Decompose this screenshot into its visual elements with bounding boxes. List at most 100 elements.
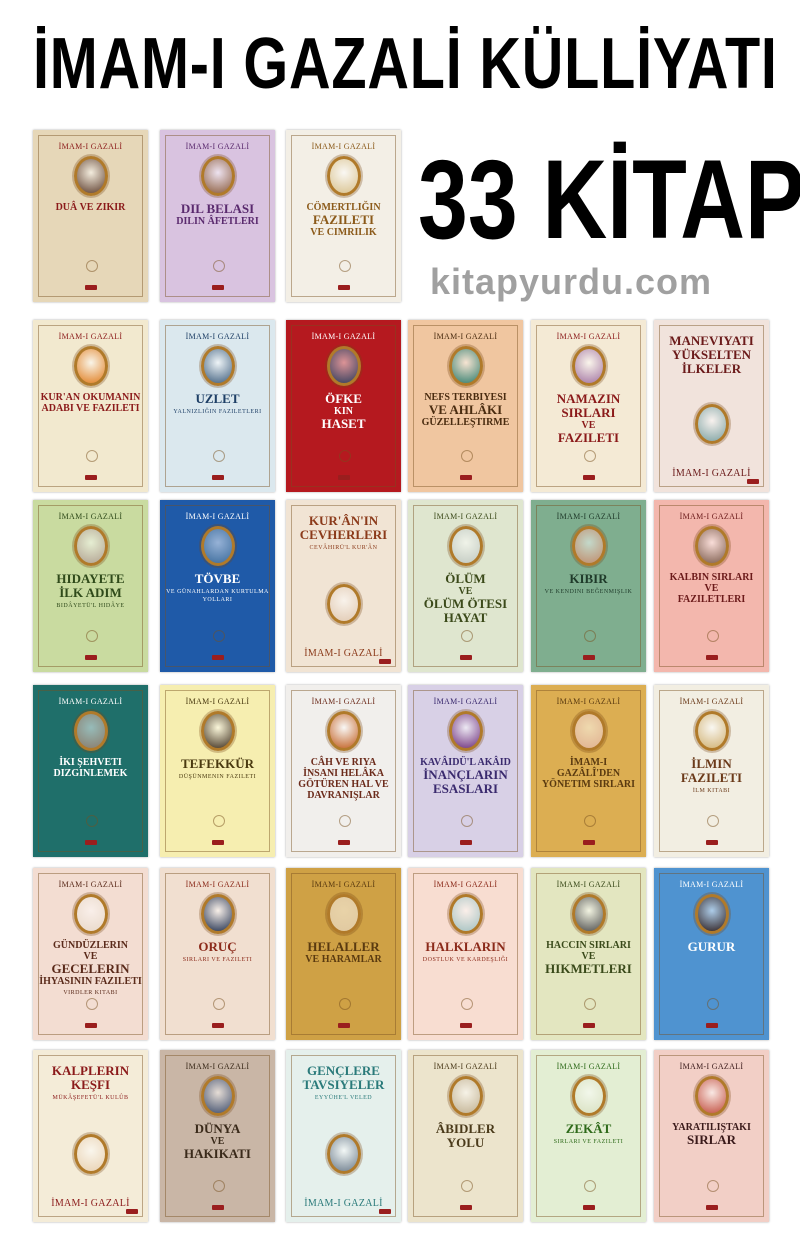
- cover-title-line: Kur'ân'ın: [308, 513, 379, 528]
- cover-author: İMAM-I GAZALİ: [679, 697, 744, 706]
- rosette-icon: [212, 630, 225, 642]
- rosette-icon: [338, 998, 351, 1010]
- rosette-icon: [338, 260, 351, 272]
- cover-title-line: Esasları: [432, 781, 499, 796]
- cover-title-line: Haset: [321, 416, 366, 431]
- book-cover: İMAM-I GAZALİ Kalbin Sırları ve Faziletleri: [654, 500, 769, 672]
- cover-title-line: Gurur: [687, 939, 736, 954]
- publisher-logo-icon: [211, 1023, 224, 1028]
- cover-frame: [291, 135, 396, 297]
- cover-title-line: Tefekkür: [181, 756, 254, 771]
- cover-author: İMAM-I GAZALİ: [185, 512, 250, 521]
- cover-title: Kalbin Sırları ve Faziletleri: [660, 572, 763, 605]
- cover-title: İmam-ı Gazâlî'den Yönetim Sırları: [537, 757, 640, 790]
- cover-author: İMAM-I GAZALİ: [433, 1062, 498, 1071]
- cover-medallion-icon: [571, 346, 606, 386]
- book-cover: İMAM-I GAZALİ Tefekkür Düşünmenin Fazileti: [160, 685, 275, 857]
- book-cover: İMAM-I GAZALİ Cömertliğin Fazileti ve Cimri…: [286, 130, 401, 302]
- book-cover: İMAM-I GAZALİ Kur'ân'ın Cevherleri Cevâhirü…: [286, 500, 401, 672]
- cover-title-line: Hakikati: [184, 1146, 251, 1161]
- publisher-logo-icon: [459, 1205, 472, 1210]
- cover-medallion-icon: [200, 156, 235, 196]
- cover-title-line: Kavâidü'l Akâid: [420, 757, 511, 768]
- cover-medallion-icon: [694, 1076, 729, 1116]
- publisher-logo-icon: [211, 285, 224, 290]
- cover-author: İMAM-I GAZALİ: [679, 1062, 744, 1071]
- book-cover: İMAM-I GAZALİ Kalplerin Keşfi Mükâşefetü'l …: [33, 1050, 148, 1222]
- cover-title-line: Yönetim Sırları: [541, 779, 636, 790]
- book-cover: İMAM-I GAZALİ Dil Belası Dilin Âfetleri: [160, 130, 275, 302]
- cover-medallion-icon: [448, 1076, 483, 1116]
- cover-title-line: Cömertliğin: [306, 202, 381, 213]
- cover-title: Namazın Sırları ve Fazileti: [537, 392, 640, 445]
- cover-title-line: Gecelerin: [51, 961, 130, 976]
- cover-title: Âbidler Yolu: [414, 1122, 517, 1150]
- cover-title-line: Kibir: [569, 571, 608, 586]
- cover-title: Kavâidü'l Akâid İnançların Esasları: [414, 757, 517, 796]
- cover-author: İMAM-I GAZALİ: [556, 332, 621, 341]
- cover-title: Dünya ve Hakikati: [166, 1122, 269, 1161]
- cover-frame: [659, 690, 764, 852]
- cover-title-line: Duâ ve Zikir: [55, 202, 126, 213]
- cover-title-line: Kalplerin: [51, 1063, 130, 1078]
- cover-frame: [536, 505, 641, 667]
- cover-medallion-icon: [694, 894, 729, 934]
- cover-title-line: İlkeler: [681, 361, 742, 376]
- cover-medallion-icon: [448, 711, 483, 751]
- cover-title-line: Helaller: [307, 939, 380, 954]
- rosette-icon: [85, 630, 98, 642]
- cover-title-line: Maneviyatı: [669, 333, 754, 348]
- cover-frame: [659, 325, 764, 487]
- cover-title-line: Hikmetleri: [545, 961, 632, 976]
- publisher-logo-icon: [84, 655, 97, 660]
- book-cover: İMAM-I GAZALİ Gündüzlerin ve Gecelerin İhyas…: [33, 868, 148, 1040]
- rosette-icon: [583, 998, 596, 1010]
- cover-author: İMAM-I GAZALİ: [433, 880, 498, 889]
- cover-title-line: Fazileti: [680, 770, 743, 785]
- cover-title-line: Sırlar: [686, 1132, 737, 1147]
- cover-medallion-icon: [73, 346, 108, 386]
- cover-author: İMAM-I GAZALİ: [556, 512, 621, 521]
- cover-medallion-icon: [694, 711, 729, 751]
- book-cover: İMAM-I GAZALİ İki Şehveti Dizginlemek: [33, 685, 148, 857]
- headline: İMAM-I GAZALİ KÜLLİYATI: [33, 24, 778, 104]
- cover-author: İMAM-I GAZALİ: [672, 468, 751, 479]
- rosette-icon: [212, 260, 225, 272]
- cover-subtitle: Düşünmenin Fazileti: [178, 774, 257, 780]
- publisher-logo-icon: [84, 285, 97, 290]
- cover-frame: [659, 1055, 764, 1217]
- cover-author: İMAM-I GAZALİ: [556, 1062, 621, 1071]
- cover-title-line: Haccın Sırları: [546, 940, 631, 951]
- rosette-icon: [212, 450, 225, 462]
- cover-author: İMAM-I GAZALİ: [304, 1198, 383, 1209]
- cover-author: İMAM-I GAZALİ: [58, 332, 123, 341]
- cover-subtitle: Sırları ve Fazileti: [553, 1139, 624, 1145]
- cover-frame: [38, 325, 143, 487]
- cover-medallion-icon: [326, 711, 361, 751]
- cover-medallion-icon: [73, 894, 108, 934]
- rosette-icon: [85, 815, 98, 827]
- cover-subtitle: Sırları ve Fazileti: [182, 957, 253, 963]
- cover-title: Halkların Dostluk ve Kardeşliği: [414, 940, 517, 964]
- cover-subtitle: Mükâşefetü'l Kulûb: [52, 1095, 129, 1101]
- cover-medallion-icon: [200, 711, 235, 751]
- cover-frame: [413, 505, 518, 667]
- cover-title: Gündüzlerin ve Gecelerin İhyasının Fazileti…: [39, 940, 142, 997]
- cover-frame: [291, 873, 396, 1035]
- cover-title: Câh ve Riya İnsanı Helâka Götüren Hal ve Da…: [292, 757, 395, 801]
- rosette-icon: [460, 630, 473, 642]
- cover-title: Kalplerin Keşfi Mükâşefetü'l Kulûb: [39, 1064, 142, 1102]
- cover-title-line: Tövbe: [194, 571, 241, 586]
- cover-title-line: İnançların: [423, 767, 508, 782]
- book-cover: İMAM-I GAZALİ Maneviyatı Yükselten İlkeler: [654, 320, 769, 492]
- cover-author: İMAM-I GAZALİ: [58, 142, 123, 151]
- publisher-logo-icon: [337, 1023, 350, 1028]
- cover-medallion-icon: [571, 711, 606, 751]
- cover-title-line: Yolu: [446, 1135, 485, 1150]
- cover-subtitle: Bidâyetü'l Hidâye: [56, 603, 125, 609]
- cover-title-line: Dilin Âfetleri: [176, 216, 259, 227]
- cover-title-line: Dizginlemek: [53, 768, 128, 779]
- cover-subtitle: Virdler Kitabı: [63, 990, 118, 996]
- cover-title-line: İmam-ı Gazâlî'den: [556, 757, 621, 779]
- publisher-logo-icon: [582, 1205, 595, 1210]
